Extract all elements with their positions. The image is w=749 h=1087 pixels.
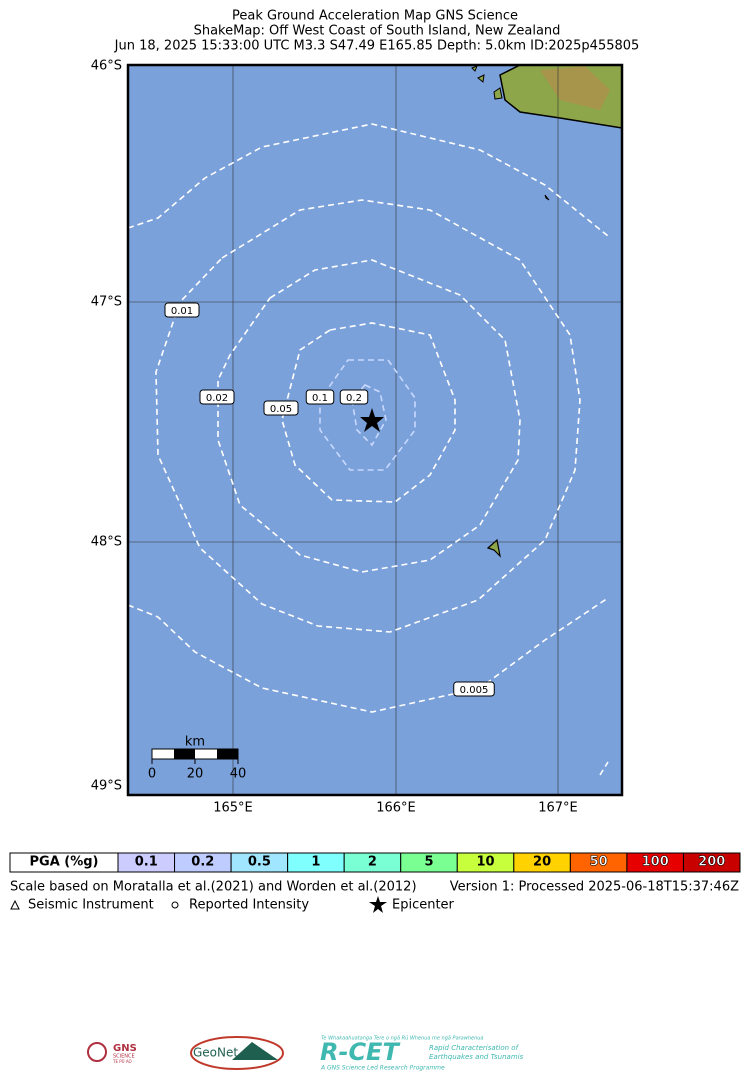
contour-label-box: [453, 681, 495, 697]
lon-tick-label: 165°E: [213, 801, 253, 816]
contour-label-box: [199, 389, 235, 405]
logo-text: Earthquakes and Tsunamis: [429, 1053, 524, 1061]
colorbar-label: 0.1: [135, 855, 158, 870]
contour-label-box: [305, 389, 335, 405]
legend-entry: Reported Intensity: [189, 898, 309, 913]
lon-tick-label: 166°E: [376, 801, 416, 816]
contour-label: 0.1: [312, 393, 328, 404]
epicenter: [360, 408, 384, 432]
scale-bar: km 0 20 40: [148, 735, 246, 782]
gns-mark: [87, 1042, 107, 1062]
colorbar-label: 20: [533, 855, 551, 870]
logo-text: Te Whakaahuatanga Tere o ngā Rū Whenua m…: [321, 1036, 483, 1042]
colorbar-label: 2: [368, 855, 377, 870]
instrument-symbol: [10, 899, 20, 910]
title: Peak Ground Acceleration Map GNS Science: [232, 9, 518, 24]
island: [486, 538, 501, 558]
scale-label: 0: [148, 767, 156, 782]
version: Version 1: Processed 2025-06-18T15:37:46…: [450, 880, 739, 895]
colorbar-label: 10: [476, 855, 494, 870]
scale-label: 20: [187, 767, 204, 782]
logos: GNS SCIENCE TE PŪ AO GeoNet Te Whakaahua…: [87, 1036, 524, 1072]
logo-text: A GNS Science Led Research Programme: [320, 1065, 445, 1072]
geonet-mark: [190, 1036, 284, 1070]
lat-tick-label: 46°S: [91, 59, 122, 74]
contour-label: 0.01: [171, 306, 193, 317]
colorbar-label: 100: [642, 855, 669, 870]
land-relief: [540, 66, 610, 110]
geonet-mountain: [232, 1042, 278, 1060]
contour-label: 0.05: [270, 404, 292, 415]
symbol-legend: Seismic Instrument Reported Intensity Ep…: [10, 896, 455, 913]
logo-text: SCIENCE: [113, 1054, 135, 1060]
contour: [127, 597, 609, 713]
logo-text: GeoNet: [193, 1046, 238, 1060]
grid: [128, 65, 622, 795]
contour: [155, 199, 581, 633]
title: Jun 18, 2025 15:33:00 UTC M3.3 S47.49 E1…: [114, 39, 640, 54]
island: [471, 65, 550, 201]
colorbar-cell: [682, 852, 741, 873]
contour-label: 0.02: [206, 393, 228, 404]
colorbar-label: 50: [590, 855, 608, 870]
map: 0.01 0.02 0.05 0.1 0.2 0.005 km 0 20 40 46°S 4…: [91, 59, 624, 816]
epicenter-symbol: [369, 896, 387, 913]
contour-label: 0.005: [460, 685, 489, 696]
contour-label-box: [164, 302, 200, 318]
logo-text: R-CET: [320, 1038, 400, 1066]
lat-tick-label: 49°S: [91, 779, 122, 794]
legend-entry: Seismic Instrument: [28, 898, 154, 913]
ocean: [128, 65, 622, 795]
contour: [127, 123, 609, 237]
lon-tick-label: 167°E: [538, 801, 578, 816]
contour: [599, 761, 609, 776]
logo-text: GNS: [113, 1043, 137, 1054]
lat-tick-label: 47°S: [91, 295, 122, 310]
colorbar-label: 1: [311, 855, 320, 870]
colorbar-label: 0.2: [191, 855, 214, 870]
colorbar-label: 0.5: [248, 855, 271, 870]
scale-label: 40: [230, 767, 247, 782]
intensity-symbol: [171, 901, 179, 909]
logo-text: TE PŪ AO: [112, 1059, 132, 1064]
lat-tick-label: 48°S: [91, 535, 122, 550]
scale-unit: km: [185, 735, 205, 750]
legend-entry: Epicenter: [392, 898, 455, 913]
colorbar-title: PGA (%g): [30, 855, 99, 870]
contour-label: 0.2: [346, 393, 362, 404]
contour: [319, 359, 416, 471]
colorbar: PGA (%g) 0.1 0.2 0.5 1 2 5 10 20 50 100 200: [9, 852, 741, 873]
scale-note: Scale based on Moratalla et al.(2021) an…: [10, 880, 417, 895]
contour: [281, 322, 456, 503]
logo-text: Rapid Characterisation of: [429, 1044, 520, 1052]
map-frame: [126, 63, 624, 797]
colorbar-label: 5: [424, 855, 433, 870]
contour-label-box: [263, 400, 299, 416]
title: ShakeMap: Off West Coast of South Island…: [194, 24, 561, 39]
contour-label-box: [339, 389, 369, 405]
colorbar-label: 200: [698, 855, 725, 870]
